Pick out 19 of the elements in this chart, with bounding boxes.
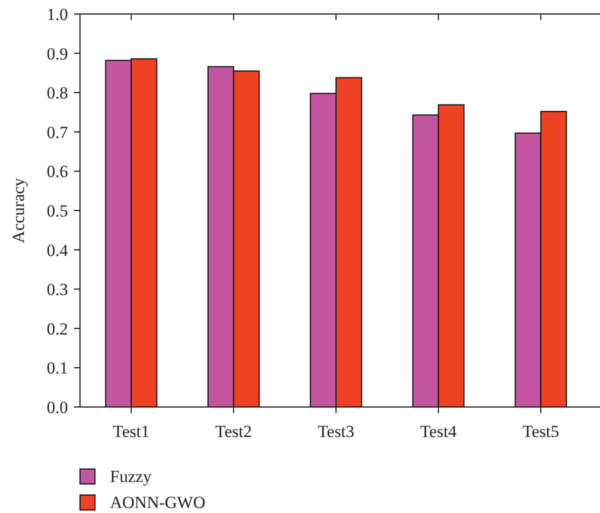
y-tick-label: 0.0 bbox=[46, 398, 68, 417]
y-tick-label: 0.4 bbox=[46, 240, 68, 260]
y-tick-label: 0.9 bbox=[46, 44, 68, 64]
x-tick-label: Test5 bbox=[522, 422, 560, 441]
legend-label: AONN-GWO bbox=[110, 493, 206, 512]
legend-label: Fuzzy bbox=[110, 467, 152, 486]
y-tick-label: 1.0 bbox=[46, 5, 68, 24]
y-axis-title: Accuracy bbox=[9, 177, 28, 244]
y-tick-label: 0.7 bbox=[46, 122, 68, 142]
y-tick-label: 0.2 bbox=[46, 319, 68, 338]
y-tick-label: 0.5 bbox=[46, 202, 68, 220]
x-tick-label: Test2 bbox=[215, 422, 252, 441]
x-tick-label: Test1 bbox=[112, 422, 150, 441]
y-tick-label: 0.8 bbox=[46, 84, 68, 103]
y-tick-label: 0.3 bbox=[46, 280, 68, 300]
y-tick-label: 0.6 bbox=[46, 162, 68, 182]
x-tick-label: Test3 bbox=[318, 422, 354, 441]
x-tick-label: Test4 bbox=[420, 422, 458, 441]
y-tick-label: 0.1 bbox=[46, 358, 68, 378]
